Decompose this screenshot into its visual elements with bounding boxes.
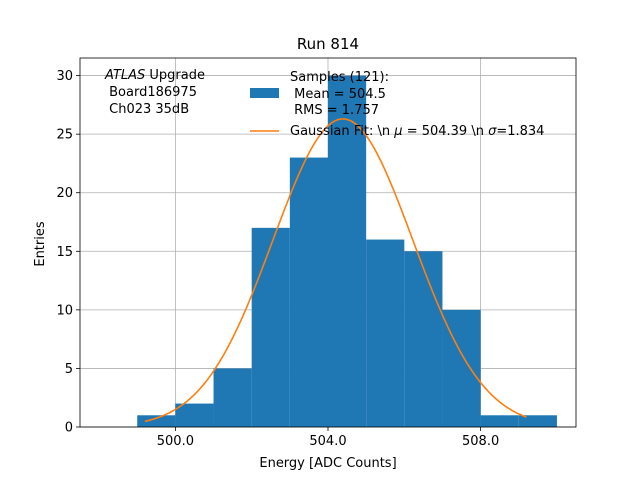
atlas-annotation: ATLAS Upgrade Board186975 Ch023 35dB — [104, 68, 205, 117]
annotation-line-1: ATLAS Upgrade — [104, 68, 205, 83]
y-tick-label: 0 — [65, 421, 73, 436]
axis-ticks: 500.0 504.0 508.0 0 5 10 15 20 25 30 — [56, 69, 499, 449]
y-tick-label: 5 — [65, 362, 73, 377]
x-axis-label: Energy [ADC Counts] — [259, 456, 396, 471]
legend-swatch-samples — [250, 88, 279, 98]
histogram-bar — [328, 75, 367, 428]
gaussian-fit — [144, 118, 527, 423]
x-tick-label: 500.0 — [157, 434, 194, 449]
legend-samples-line-3: RMS = 1.757 — [290, 103, 379, 118]
annotation-board: Board186975 — [105, 85, 197, 100]
y-tick-label: 20 — [56, 186, 73, 201]
chart-title: Run 814 — [297, 35, 359, 53]
histogram-bar — [480, 415, 519, 427]
histogram-bar — [366, 239, 405, 427]
legend-fit-suffix: =1.834 — [496, 124, 544, 139]
legend-fit-sigma: σ — [488, 124, 497, 139]
histogram-bar — [289, 157, 328, 428]
legend-samples-line-2: Mean = 504.5 — [290, 87, 386, 102]
annotation-upgrade: Upgrade — [145, 68, 205, 83]
histogram-bar — [404, 251, 443, 427]
annotation-channel: Ch023 35dB — [105, 102, 189, 117]
y-tick-label: 25 — [56, 128, 73, 143]
y-tick-label: 10 — [56, 303, 73, 318]
histogram-bar — [518, 415, 557, 427]
legend-fit-prefix: Gaussian Fit: \n — [290, 124, 394, 139]
histogram-bar — [213, 368, 252, 427]
legend-fit-label: Gaussian Fit: \n μ = 504.39 \n σ=1.834 — [290, 124, 544, 139]
histogram-bar — [137, 415, 176, 427]
legend: Samples (121): Mean = 504.5 RMS = 1.757 … — [250, 70, 544, 139]
histogram-bars — [137, 75, 557, 428]
gaussian-fit-line — [144, 118, 527, 423]
y-tick-label: 30 — [56, 69, 73, 84]
legend-fit-mid: = 504.39 \n — [403, 124, 489, 139]
histogram-bar — [251, 227, 290, 427]
y-tick-label: 15 — [56, 245, 73, 260]
annotation-atlas: ATLAS — [104, 68, 145, 83]
y-axis-label: Entries — [33, 221, 48, 267]
legend-fit-mu: μ — [393, 124, 402, 139]
x-tick-label: 508.0 — [462, 434, 499, 449]
x-tick-label: 504.0 — [309, 434, 346, 449]
histogram-bar — [175, 403, 214, 427]
legend-samples-line-1: Samples (121): — [290, 70, 389, 85]
